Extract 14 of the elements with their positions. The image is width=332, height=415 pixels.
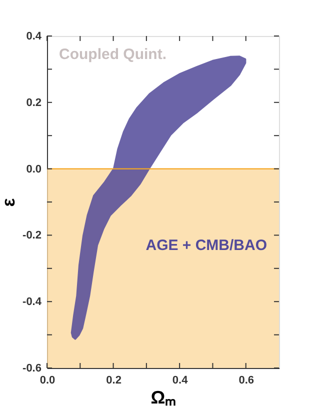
y-tick-label: -0.2: [22, 230, 42, 242]
x-tick-label: 0.4: [172, 374, 189, 386]
y-tick-label: 0.2: [26, 96, 42, 109]
x-tick-label: 0.6: [238, 374, 254, 386]
y-tick-label: 0.0: [26, 163, 42, 176]
y-tick-label: -0.4: [22, 296, 42, 308]
text: AGE + CMB/BAO: [146, 237, 268, 254]
y-tick-label: 0.4: [26, 30, 42, 42]
y-axis-title: ε: [0, 198, 19, 207]
x-axis-title: Ωₘ: [150, 388, 176, 408]
x-tick-label: 0.0: [40, 374, 56, 386]
y-tick-label: -0.6: [22, 362, 42, 374]
annotation: Coupled Quint.: [59, 46, 166, 63]
x-tick-label: 0.2: [106, 374, 122, 386]
